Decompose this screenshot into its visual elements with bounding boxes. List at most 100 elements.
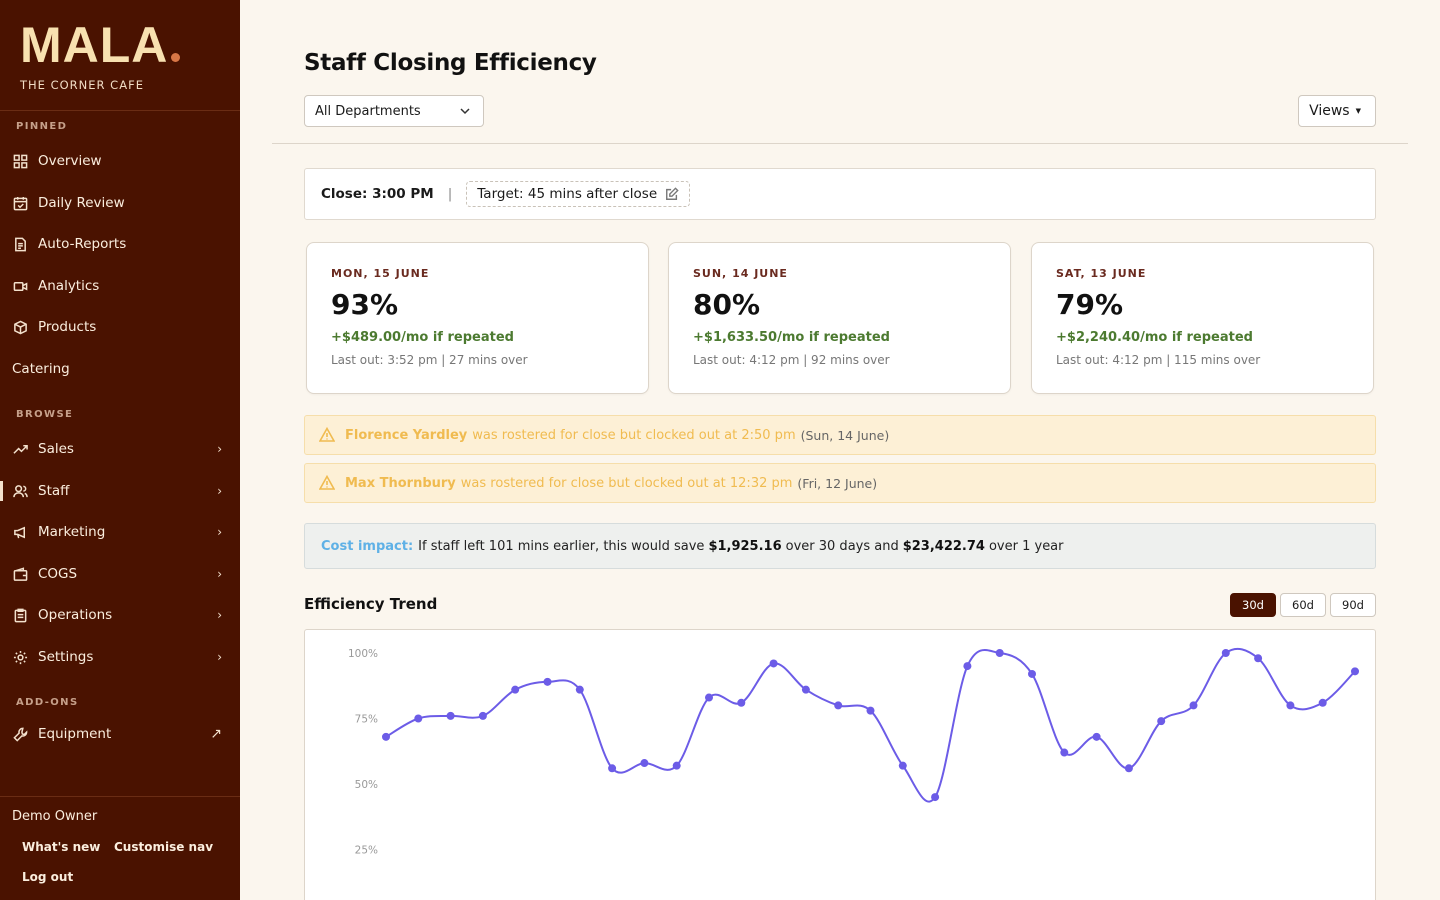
browse-label: BROWSE — [16, 409, 74, 420]
clipboard-icon — [12, 607, 28, 623]
cost-impact-1y: $23,422.74 — [902, 538, 985, 554]
data-point[interactable] — [446, 711, 455, 720]
chevron-right-icon: › — [217, 525, 222, 539]
gear-icon — [12, 649, 28, 665]
sidebar-item-marketing[interactable]: Marketing › — [0, 514, 240, 550]
efficiency-chart: 100% 75% 50% 25% — [304, 629, 1376, 900]
addons-label: ADD-ONS — [16, 697, 79, 708]
wallet-icon — [12, 566, 28, 582]
owner-name: Demo Owner — [12, 809, 98, 824]
alert-text: was rostered for close but clocked out a… — [472, 427, 796, 443]
data-point[interactable] — [1254, 654, 1263, 663]
data-point[interactable] — [382, 732, 390, 741]
sidebar-item-analytics[interactable]: Analytics — [0, 268, 240, 304]
data-point[interactable] — [769, 659, 778, 668]
chevron-right-icon: › — [217, 484, 222, 498]
logo[interactable]: MALA — [20, 18, 220, 72]
data-point[interactable] — [1157, 717, 1166, 726]
sidebar-item-catering[interactable]: Catering — [0, 351, 240, 387]
range-30d-button[interactable]: 30d — [1230, 593, 1276, 617]
external-link-icon: ↗ — [210, 726, 222, 742]
alert-date: (Fri, 12 June) — [797, 475, 878, 491]
card-date: SAT, 13 JUNE — [1056, 267, 1147, 280]
calendar-check-icon — [12, 195, 28, 211]
logout-link[interactable]: Log out — [22, 870, 74, 884]
views-button[interactable]: Views ▼ — [1298, 95, 1376, 127]
pinned-label: PINNED — [16, 121, 68, 132]
customise-nav-link[interactable]: Customise nav — [114, 840, 214, 854]
chevron-down-icon — [460, 108, 470, 115]
page-title: Staff Closing Efficiency — [304, 50, 597, 76]
sidebar-item-operations[interactable]: Operations › — [0, 597, 240, 633]
sidebar-item-daily-review[interactable]: Daily Review — [0, 185, 240, 221]
data-point[interactable] — [672, 761, 681, 770]
edit-icon — [666, 187, 679, 200]
sidebar-item-label: Analytics — [38, 278, 100, 294]
box-icon — [12, 319, 28, 335]
data-point[interactable] — [1221, 649, 1230, 657]
department-select[interactable]: All Departments — [304, 95, 484, 127]
card-percentage: 93% — [331, 288, 399, 321]
data-point[interactable] — [1189, 701, 1198, 710]
data-point[interactable] — [414, 714, 423, 723]
sidebar-item-label: Daily Review — [38, 195, 125, 211]
alert-staff-name: Max Thornbury — [345, 475, 456, 491]
sidebar: MALA THE CORNER CAFE PINNED Overview Dai… — [0, 0, 240, 900]
sidebar-item-sales[interactable]: Sales › — [0, 431, 240, 467]
data-point[interactable] — [608, 764, 617, 773]
brand: MALA THE CORNER CAFE — [0, 0, 240, 111]
data-point[interactable] — [1318, 698, 1327, 707]
data-point[interactable] — [543, 677, 552, 686]
data-point[interactable] — [1060, 748, 1069, 757]
header-divider — [272, 143, 1408, 144]
sidebar-item-settings[interactable]: Settings › — [0, 639, 240, 675]
data-point[interactable] — [898, 761, 907, 770]
sidebar-item-label: Equipment — [38, 726, 112, 742]
data-point[interactable] — [737, 698, 746, 707]
data-point[interactable] — [834, 701, 843, 710]
efficiency-line — [385, 647, 1356, 803]
sidebar-item-equipment[interactable]: Equipment ↗ — [0, 716, 240, 752]
data-point[interactable] — [1028, 669, 1036, 678]
data-point[interactable] — [995, 649, 1004, 657]
close-info-bar: Close: 3:00 PM | Target: 45 mins after c… — [304, 168, 1376, 220]
y-tick-label: 50% — [355, 779, 378, 791]
range-60d-button[interactable]: 60d — [1280, 593, 1326, 617]
sidebar-item-label: Products — [38, 319, 97, 335]
data-point[interactable] — [705, 693, 713, 702]
range-90d-button[interactable]: 90d — [1330, 593, 1376, 617]
data-point[interactable] — [575, 685, 584, 694]
cost-impact-text: If staff left 101 mins earlier, this wou… — [418, 538, 705, 554]
alert-date: (Sun, 14 June) — [800, 427, 890, 443]
target-text: Target: 45 mins after close — [477, 186, 658, 202]
sidebar-item-products[interactable]: Products — [0, 309, 240, 345]
target-edit[interactable]: Target: 45 mins after close — [466, 181, 691, 207]
data-point[interactable] — [511, 685, 520, 694]
data-point[interactable] — [801, 685, 810, 694]
efficiency-chart-svg: 100% 75% 50% 25% — [348, 647, 1359, 857]
trend-icon — [12, 441, 28, 457]
data-point[interactable] — [931, 793, 940, 802]
wrench-icon — [12, 726, 28, 742]
sidebar-item-label: Sales — [38, 441, 74, 457]
data-point[interactable] — [1092, 732, 1101, 741]
data-point[interactable] — [963, 662, 972, 671]
sidebar-item-cogs[interactable]: COGS › — [0, 556, 240, 592]
data-point[interactable] — [866, 706, 875, 715]
card-date: MON, 15 JUNE — [331, 267, 430, 280]
data-point[interactable] — [478, 711, 487, 720]
sidebar-item-staff[interactable]: Staff › — [0, 473, 240, 509]
alert-staff-name: Florence Yardley — [345, 427, 468, 443]
sidebar-item-auto-reports[interactable]: Auto-Reports — [0, 226, 240, 262]
alert-text: was rostered for close but clocked out a… — [460, 475, 793, 491]
chevron-right-icon: › — [217, 567, 222, 581]
data-point[interactable] — [1351, 667, 1359, 676]
caret-down-icon: ▼ — [1355, 107, 1361, 115]
sidebar-item-label: Settings — [38, 649, 94, 665]
whats-new-link[interactable]: What's new — [22, 840, 101, 854]
logo-dot — [171, 53, 181, 62]
sidebar-item-overview[interactable]: Overview — [0, 143, 240, 179]
data-point[interactable] — [640, 759, 649, 768]
data-point[interactable] — [1286, 701, 1295, 710]
data-point[interactable] — [1124, 764, 1133, 773]
